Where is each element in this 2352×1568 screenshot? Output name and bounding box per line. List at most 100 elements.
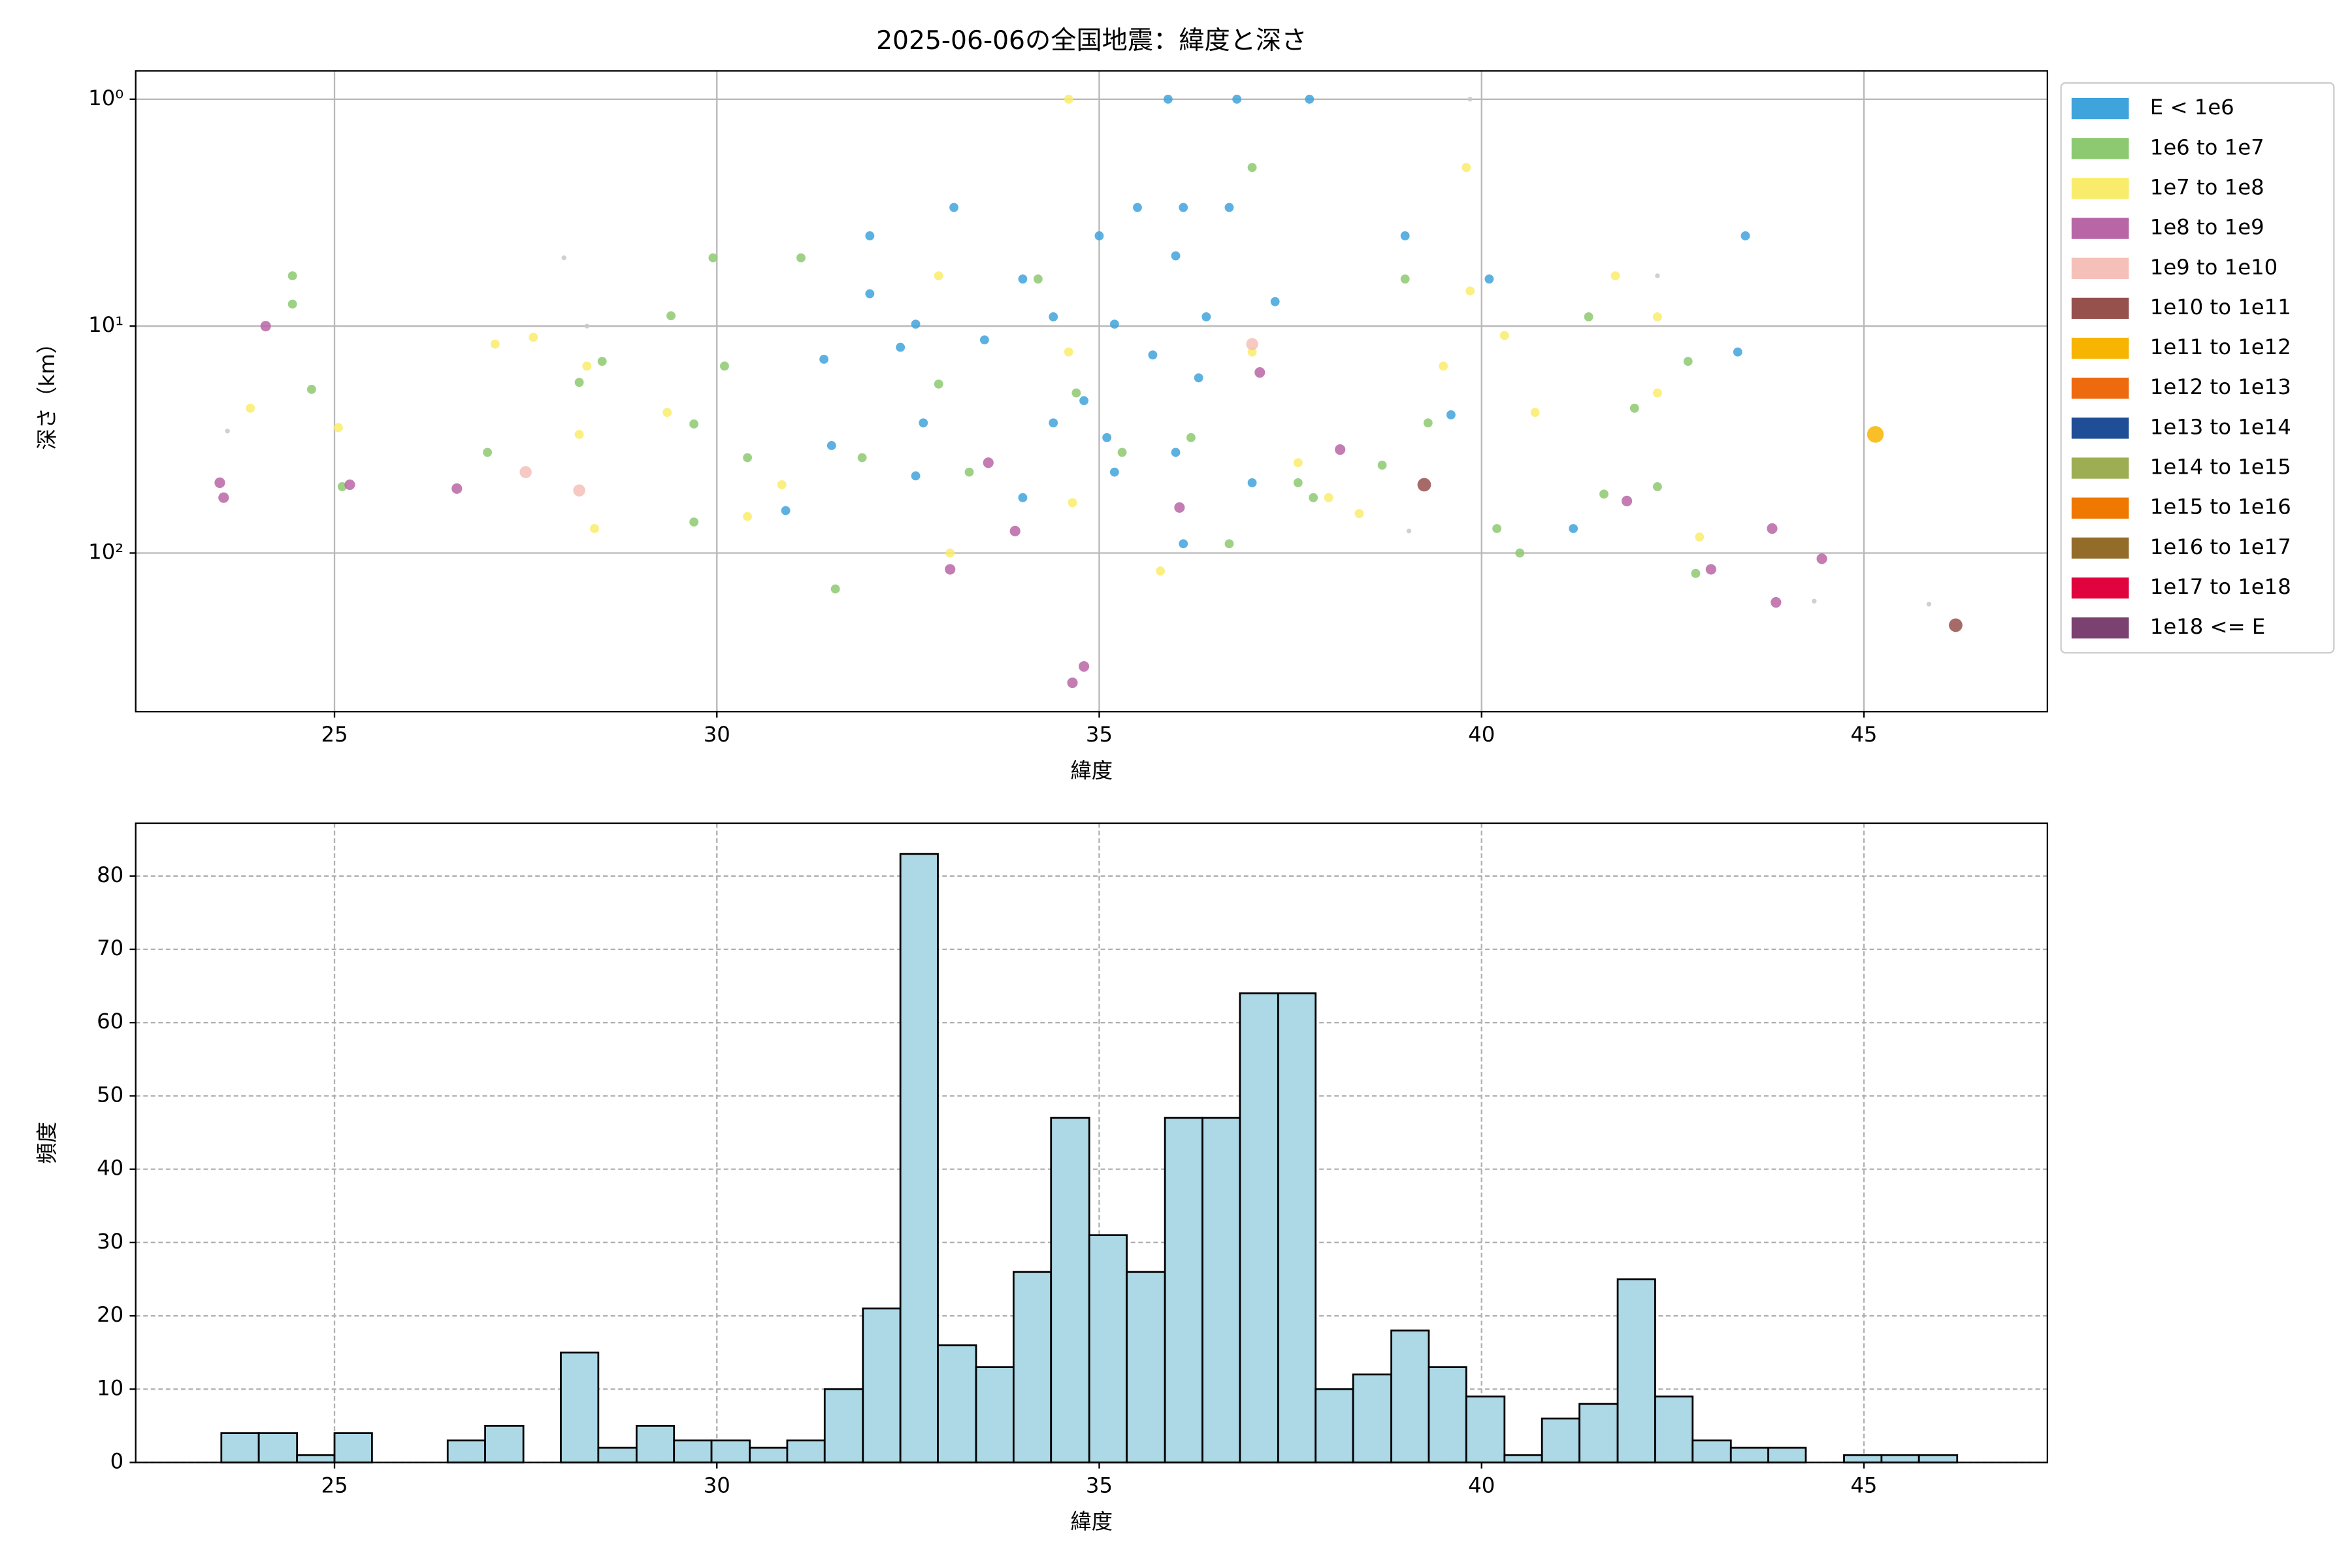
scatter-point [1569, 524, 1578, 533]
legend-swatch [2071, 98, 2129, 120]
scatter-point [1067, 677, 1078, 689]
scatter-point [214, 477, 225, 488]
scatter-point [490, 339, 500, 349]
scatter-point [246, 403, 255, 413]
histogram-bar [862, 1307, 902, 1463]
histogram-bar [257, 1432, 299, 1463]
scatter-point [1163, 94, 1173, 104]
scatter-point [1179, 203, 1188, 212]
x-tick-label: 30 [704, 722, 730, 747]
scatter-point [529, 333, 538, 342]
scatter-point [708, 253, 718, 263]
scatter-point [1406, 529, 1412, 534]
histogram-bar [1729, 1446, 1770, 1463]
scatter-point [218, 492, 229, 503]
scatter-point [1691, 568, 1701, 578]
scatter-point [1094, 231, 1104, 240]
legend-label: 1e15 to 1e16 [2150, 495, 2291, 519]
histogram-bar [1012, 1271, 1053, 1463]
scatter-point [1305, 94, 1315, 104]
scatter-point [451, 483, 463, 494]
scatter-point [1201, 312, 1211, 321]
legend-swatch [2071, 457, 2129, 479]
y-tick-label: 20 [97, 1302, 123, 1327]
scatter-point [1740, 231, 1750, 240]
histogram-bar [1428, 1366, 1467, 1463]
scatter-point [287, 299, 297, 309]
x-tick-label: 30 [704, 1473, 730, 1497]
scatter-point [857, 453, 867, 463]
scatter-point [1599, 489, 1609, 499]
x-axis-label: 緯度 [1070, 759, 1113, 783]
histogram-bar [975, 1366, 1015, 1463]
y-tick-label: 10² [88, 539, 123, 564]
scatter-point [1309, 493, 1318, 502]
scatter-point [1247, 347, 1257, 357]
scatter-point [1705, 564, 1716, 575]
scatter-point [1812, 598, 1817, 604]
scatter-point [983, 457, 994, 468]
scatter-point [1171, 251, 1181, 261]
scatter-point [689, 517, 699, 527]
histogram-bar [220, 1432, 260, 1463]
histogram-bar [1691, 1439, 1732, 1463]
x-tick-label: 25 [321, 1473, 348, 1497]
scatter-point [573, 484, 585, 497]
scatter-point [1622, 495, 1633, 506]
scatter-point [1335, 444, 1346, 455]
scatter-point [582, 361, 592, 371]
scatter-point [666, 311, 676, 321]
histogram-bar [673, 1439, 713, 1463]
x-tick-label: 45 [1850, 1473, 1877, 1497]
legend-label: 1e14 to 1e15 [2150, 455, 2291, 480]
scatter-point [1462, 163, 1471, 172]
x-tick-label: 35 [1086, 722, 1113, 747]
scatter-point [1652, 482, 1662, 491]
scatter-point [1423, 418, 1433, 428]
scatter-point [1949, 618, 1963, 632]
scatter-point [483, 448, 493, 457]
scatter-point [1049, 418, 1058, 428]
scatter-point [743, 453, 752, 463]
legend-label: E < 1e6 [2150, 95, 2234, 120]
scatter-point [1926, 602, 1932, 607]
y-tick-label: 0 [110, 1448, 124, 1473]
scatter-point [1629, 403, 1639, 413]
y-axis-label: 深さ（km） [35, 333, 59, 449]
scatter-point [934, 379, 943, 389]
histogram-bar [560, 1351, 600, 1463]
scatter-point [1171, 448, 1181, 457]
scatter-point [1695, 532, 1705, 542]
scatter-point [865, 231, 875, 240]
histogram-bar [1843, 1454, 1883, 1463]
histogram-bar [1578, 1403, 1619, 1463]
scatter-point [1484, 274, 1494, 284]
scatter-point [1068, 498, 1077, 508]
scatter-point [333, 423, 343, 433]
scatter-point [1247, 478, 1257, 487]
legend-swatch [2071, 257, 2129, 279]
legend-swatch [2071, 417, 2129, 439]
histogram-bar [1126, 1271, 1166, 1463]
scatter-point [1465, 286, 1475, 296]
legend-label: 1e9 to 1e10 [2150, 255, 2278, 280]
legend-swatch [2071, 378, 2129, 399]
scatter-point [1610, 271, 1620, 281]
scatter-point [945, 548, 955, 558]
scatter-point [1354, 509, 1364, 518]
legend-swatch [2071, 617, 2129, 639]
y-tick-label: 10 [97, 1375, 123, 1400]
legend-swatch [2071, 537, 2129, 559]
scatter-point [597, 357, 607, 367]
legend-label: 1e12 to 1e13 [2150, 374, 2291, 399]
y-tick-label: 60 [97, 1009, 123, 1034]
scatter-point [1071, 388, 1081, 398]
plot-frame [135, 70, 2048, 713]
scatter-point [1400, 274, 1410, 284]
scatter-point [819, 354, 829, 364]
legend-swatch [2071, 178, 2129, 199]
x-tick-label: 45 [1850, 722, 1877, 747]
histogram-bar [1880, 1454, 1920, 1463]
scatter-point [1867, 426, 1884, 443]
